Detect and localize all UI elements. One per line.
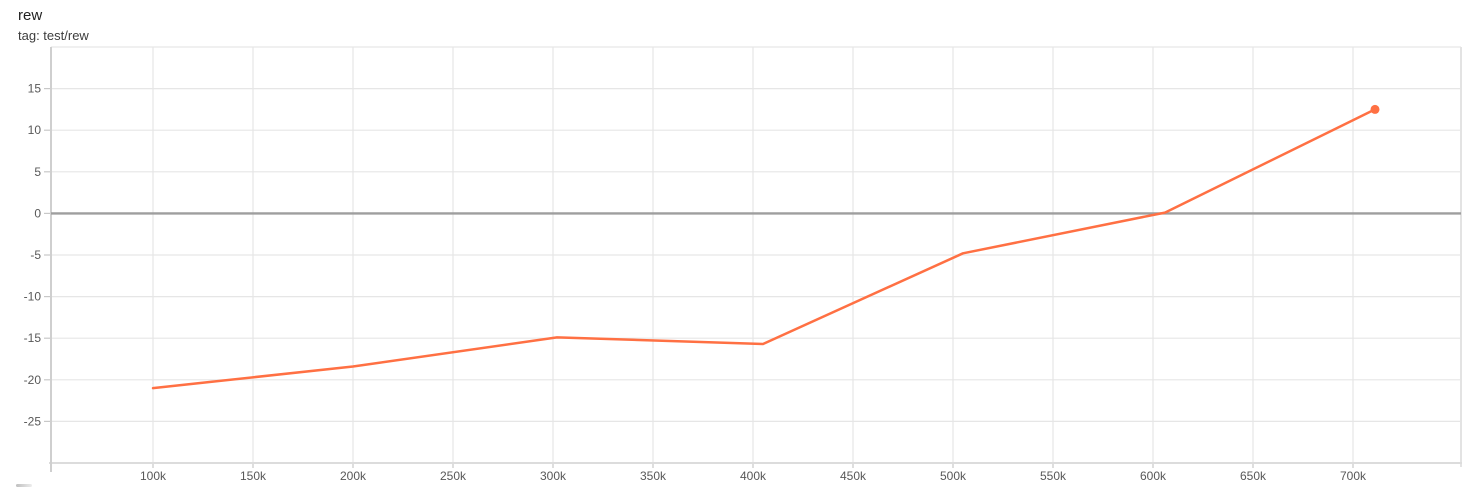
y-tick-label: -5 <box>30 248 41 262</box>
y-tick-label: -15 <box>24 331 42 345</box>
chart-title: rew <box>18 7 43 24</box>
x-tick-label: 550k <box>1040 469 1067 483</box>
series-endpoint-dot <box>1370 104 1380 114</box>
x-tick-label: 600k <box>1140 469 1167 483</box>
x-tick-label: 200k <box>340 469 367 483</box>
y-tick-label: 0 <box>34 206 41 220</box>
x-tick-label: 300k <box>540 469 567 483</box>
x-tick-label: 100k <box>140 469 167 483</box>
x-tick-label: 450k <box>840 469 867 483</box>
x-tick-label: 150k <box>240 469 267 483</box>
y-tick-label: 10 <box>28 123 42 137</box>
chart-tag-subtitle: tag: test/rew <box>18 28 89 43</box>
y-tick-label: 15 <box>28 82 42 96</box>
x-tick-label: 400k <box>740 469 767 483</box>
x-tick-label: 650k <box>1240 469 1267 483</box>
chart-header: rew tag: test/rew <box>18 6 89 44</box>
y-tick-label: 5 <box>34 165 41 179</box>
y-tick-label: -25 <box>24 414 42 428</box>
x-tick-label: 250k <box>440 469 467 483</box>
y-tick-label: -20 <box>24 373 42 387</box>
x-tick-label: 350k <box>640 469 667 483</box>
x-tick-label: 700k <box>1340 469 1367 483</box>
x-tick-label: 500k <box>940 469 967 483</box>
series-line <box>151 108 1377 390</box>
clipped-ui-fragment <box>16 484 32 487</box>
y-tick-label: -10 <box>24 290 42 304</box>
